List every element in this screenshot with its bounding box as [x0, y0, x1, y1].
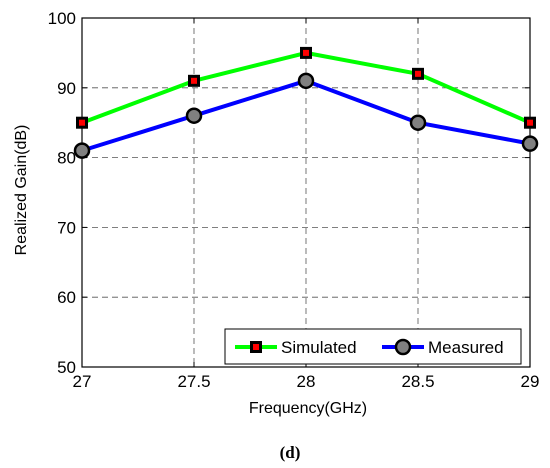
y-tick-label: 50 — [57, 358, 76, 377]
data-point-center-simulated — [191, 77, 197, 84]
x-tick-label: 29 — [521, 372, 540, 391]
y-tick-label: 60 — [57, 288, 76, 307]
legend-simulated-label: Simulated — [281, 338, 357, 357]
data-point-center-simulated — [79, 119, 85, 126]
y-tick-labels: 50 60 70 80 90 100 — [48, 9, 76, 377]
x-axis-label: Frequency(GHz) — [249, 400, 367, 417]
x-tick-label: 27.5 — [177, 372, 210, 391]
y-tick-label: 80 — [57, 149, 76, 168]
y-axis-label: Realized Gain(dB) — [13, 125, 30, 256]
x-tick-label: 28.5 — [401, 372, 434, 391]
data-point-measured — [185, 107, 203, 124]
legend-simulated-marker-center — [253, 344, 259, 350]
data-point-center-simulated — [415, 70, 421, 77]
series-markers — [73, 46, 539, 159]
grid-lines — [82, 18, 530, 367]
y-tick-label: 100 — [48, 9, 76, 28]
legend-measured-marker — [394, 338, 412, 356]
panel-label: (d) — [280, 443, 301, 462]
x-tick-labels: 27 27.5 28 28.5 29 — [73, 372, 540, 391]
data-point-measured — [297, 72, 315, 90]
y-tick-label: 70 — [57, 218, 76, 237]
x-tick-label: 28 — [297, 372, 316, 391]
legend-measured-label: Measured — [428, 338, 504, 357]
y-tick-label: 90 — [57, 79, 76, 98]
data-point-center-simulated — [303, 49, 309, 56]
data-point-measured — [73, 142, 91, 159]
data-point-center-simulated — [527, 119, 533, 126]
x-tick-label: 27 — [73, 372, 92, 391]
legend: Simulated Measured — [224, 328, 522, 365]
data-point-measured — [409, 114, 427, 131]
data-point-measured — [521, 135, 539, 152]
